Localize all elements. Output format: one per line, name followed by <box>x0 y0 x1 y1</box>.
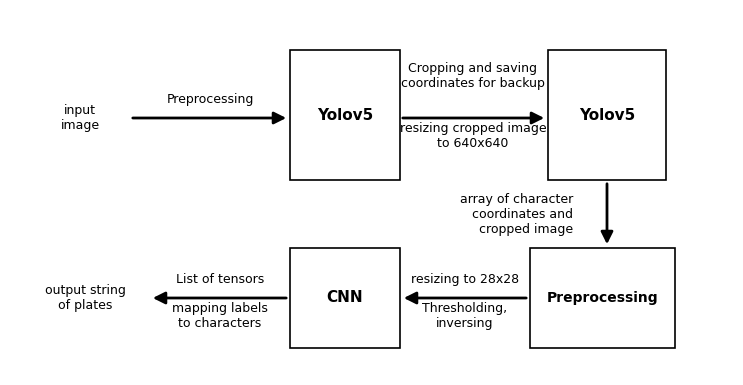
Text: CNN: CNN <box>327 291 363 306</box>
Text: Preprocessing: Preprocessing <box>166 93 253 106</box>
Text: Preprocessing: Preprocessing <box>547 291 658 305</box>
Text: resizing to 28x28: resizing to 28x28 <box>411 273 519 286</box>
Text: List of tensors: List of tensors <box>176 273 264 286</box>
Bar <box>530 248 675 348</box>
Bar <box>290 248 400 348</box>
Text: Cropping and saving
coordinates for backup: Cropping and saving coordinates for back… <box>401 62 545 90</box>
Text: input
image: input image <box>60 104 100 132</box>
Text: Yolov5: Yolov5 <box>317 107 373 122</box>
Text: array of character
coordinates and
cropped image: array of character coordinates and cropp… <box>460 192 573 236</box>
Text: Thresholding,
inversing: Thresholding, inversing <box>423 302 507 330</box>
Bar <box>290 50 400 180</box>
Bar <box>548 50 666 180</box>
Text: output string
of plates: output string of plates <box>45 284 126 312</box>
Text: Yolov5: Yolov5 <box>579 107 635 122</box>
Text: resizing cropped image
to 640x640: resizing cropped image to 640x640 <box>400 122 546 150</box>
Text: mapping labels
to characters: mapping labels to characters <box>172 302 268 330</box>
